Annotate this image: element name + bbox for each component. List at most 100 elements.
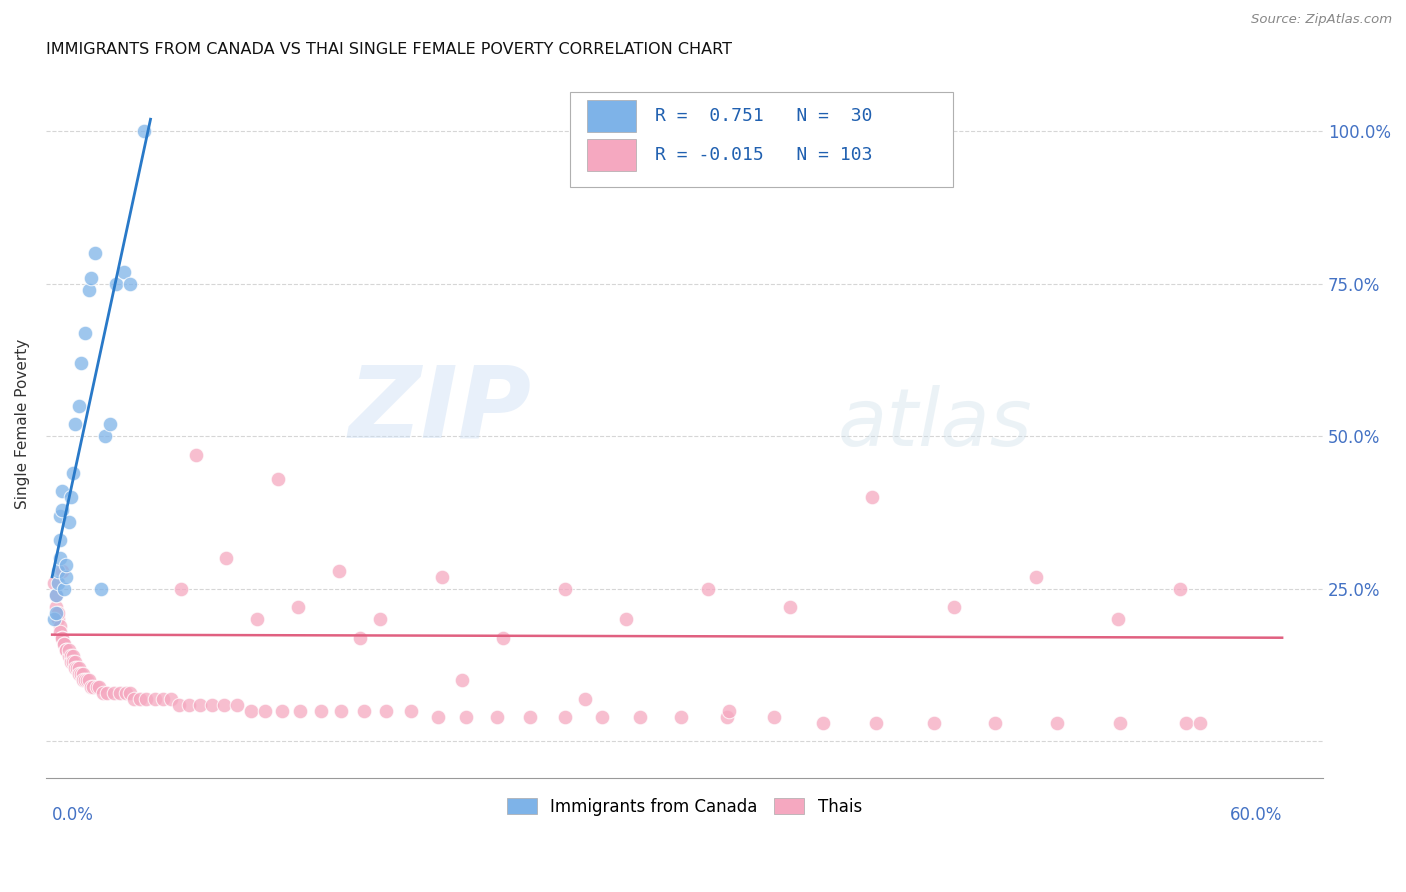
Point: [143, 691, 166, 706]
Point: [62, 655, 84, 669]
Point: [44, 612, 66, 626]
Point: [426, 710, 449, 724]
Point: [287, 600, 309, 615]
Point: [49, 618, 72, 632]
Point: [93, 685, 115, 699]
FancyBboxPatch shape: [569, 92, 953, 187]
Point: [45, 588, 67, 602]
Point: [72, 667, 94, 681]
Point: [49, 551, 72, 566]
Point: [66, 661, 89, 675]
Point: [98, 417, 121, 432]
Point: [90, 582, 112, 596]
Point: [55, 643, 77, 657]
Point: [170, 582, 193, 596]
Point: [45, 607, 67, 621]
Point: [214, 698, 236, 712]
Point: [62, 466, 84, 480]
Legend: Immigrants from Canada, Thais: Immigrants from Canada, Thais: [501, 791, 869, 822]
Point: [59, 491, 82, 505]
Point: [58, 648, 80, 663]
Point: [51, 484, 73, 499]
Point: [51, 631, 73, 645]
Point: [368, 612, 391, 626]
Point: [160, 691, 183, 706]
Point: [67, 667, 90, 681]
Point: [104, 277, 127, 291]
Point: [254, 704, 277, 718]
Point: [922, 716, 945, 731]
Point: [67, 661, 90, 675]
Point: [46, 607, 69, 621]
Text: R = -0.015   N = 103: R = -0.015 N = 103: [655, 146, 873, 164]
Point: [58, 643, 80, 657]
Point: [45, 600, 67, 615]
Point: [201, 698, 224, 712]
Point: [1174, 716, 1197, 731]
Point: [59, 655, 82, 669]
Point: [73, 673, 96, 688]
Point: [865, 716, 887, 731]
Point: [51, 631, 73, 645]
Point: [46, 564, 69, 578]
Point: [225, 698, 247, 712]
Point: [72, 673, 94, 688]
Point: [485, 710, 508, 724]
Point: [240, 704, 263, 718]
Point: [860, 491, 883, 505]
Point: [86, 680, 108, 694]
Point: [519, 710, 541, 724]
Point: [55, 558, 77, 572]
Point: [118, 685, 141, 699]
Point: [152, 691, 174, 706]
Text: ZIP: ZIP: [349, 361, 531, 458]
Point: [51, 502, 73, 516]
Text: IMMIGRANTS FROM CANADA VS THAI SINGLE FEMALE POVERTY CORRELATION CHART: IMMIGRANTS FROM CANADA VS THAI SINGLE FE…: [46, 42, 733, 57]
Point: [134, 124, 156, 138]
Point: [77, 673, 100, 688]
Point: [49, 624, 72, 639]
Point: [80, 680, 103, 694]
Point: [94, 429, 117, 443]
Point: [1046, 716, 1069, 731]
Point: [779, 600, 801, 615]
Point: [1025, 570, 1047, 584]
Point: [697, 582, 720, 596]
Point: [591, 710, 613, 724]
Point: [53, 637, 76, 651]
Point: [179, 698, 201, 712]
Point: [129, 691, 152, 706]
Point: [492, 631, 515, 645]
Point: [108, 685, 131, 699]
Point: [451, 673, 474, 688]
Point: [63, 417, 86, 432]
Text: R =  0.751   N =  30: R = 0.751 N = 30: [655, 107, 873, 125]
Point: [188, 698, 211, 712]
Point: [288, 704, 311, 718]
Point: [399, 704, 422, 718]
Point: [122, 691, 145, 706]
Point: [456, 710, 478, 724]
Point: [53, 582, 76, 596]
Text: Source: ZipAtlas.com: Source: ZipAtlas.com: [1251, 13, 1392, 27]
Point: [330, 704, 353, 718]
Point: [671, 710, 693, 724]
Point: [167, 698, 190, 712]
Point: [51, 564, 73, 578]
Point: [62, 648, 84, 663]
Point: [49, 508, 72, 523]
Point: [270, 704, 292, 718]
Point: [1189, 716, 1212, 731]
FancyBboxPatch shape: [588, 139, 636, 171]
Point: [49, 533, 72, 548]
Point: [96, 685, 118, 699]
Point: [349, 631, 371, 645]
Point: [943, 600, 966, 615]
Point: [45, 588, 67, 602]
Point: [67, 399, 90, 413]
Point: [184, 448, 207, 462]
Point: [574, 691, 596, 706]
Point: [309, 704, 332, 718]
Point: [118, 277, 141, 291]
Point: [46, 575, 69, 590]
